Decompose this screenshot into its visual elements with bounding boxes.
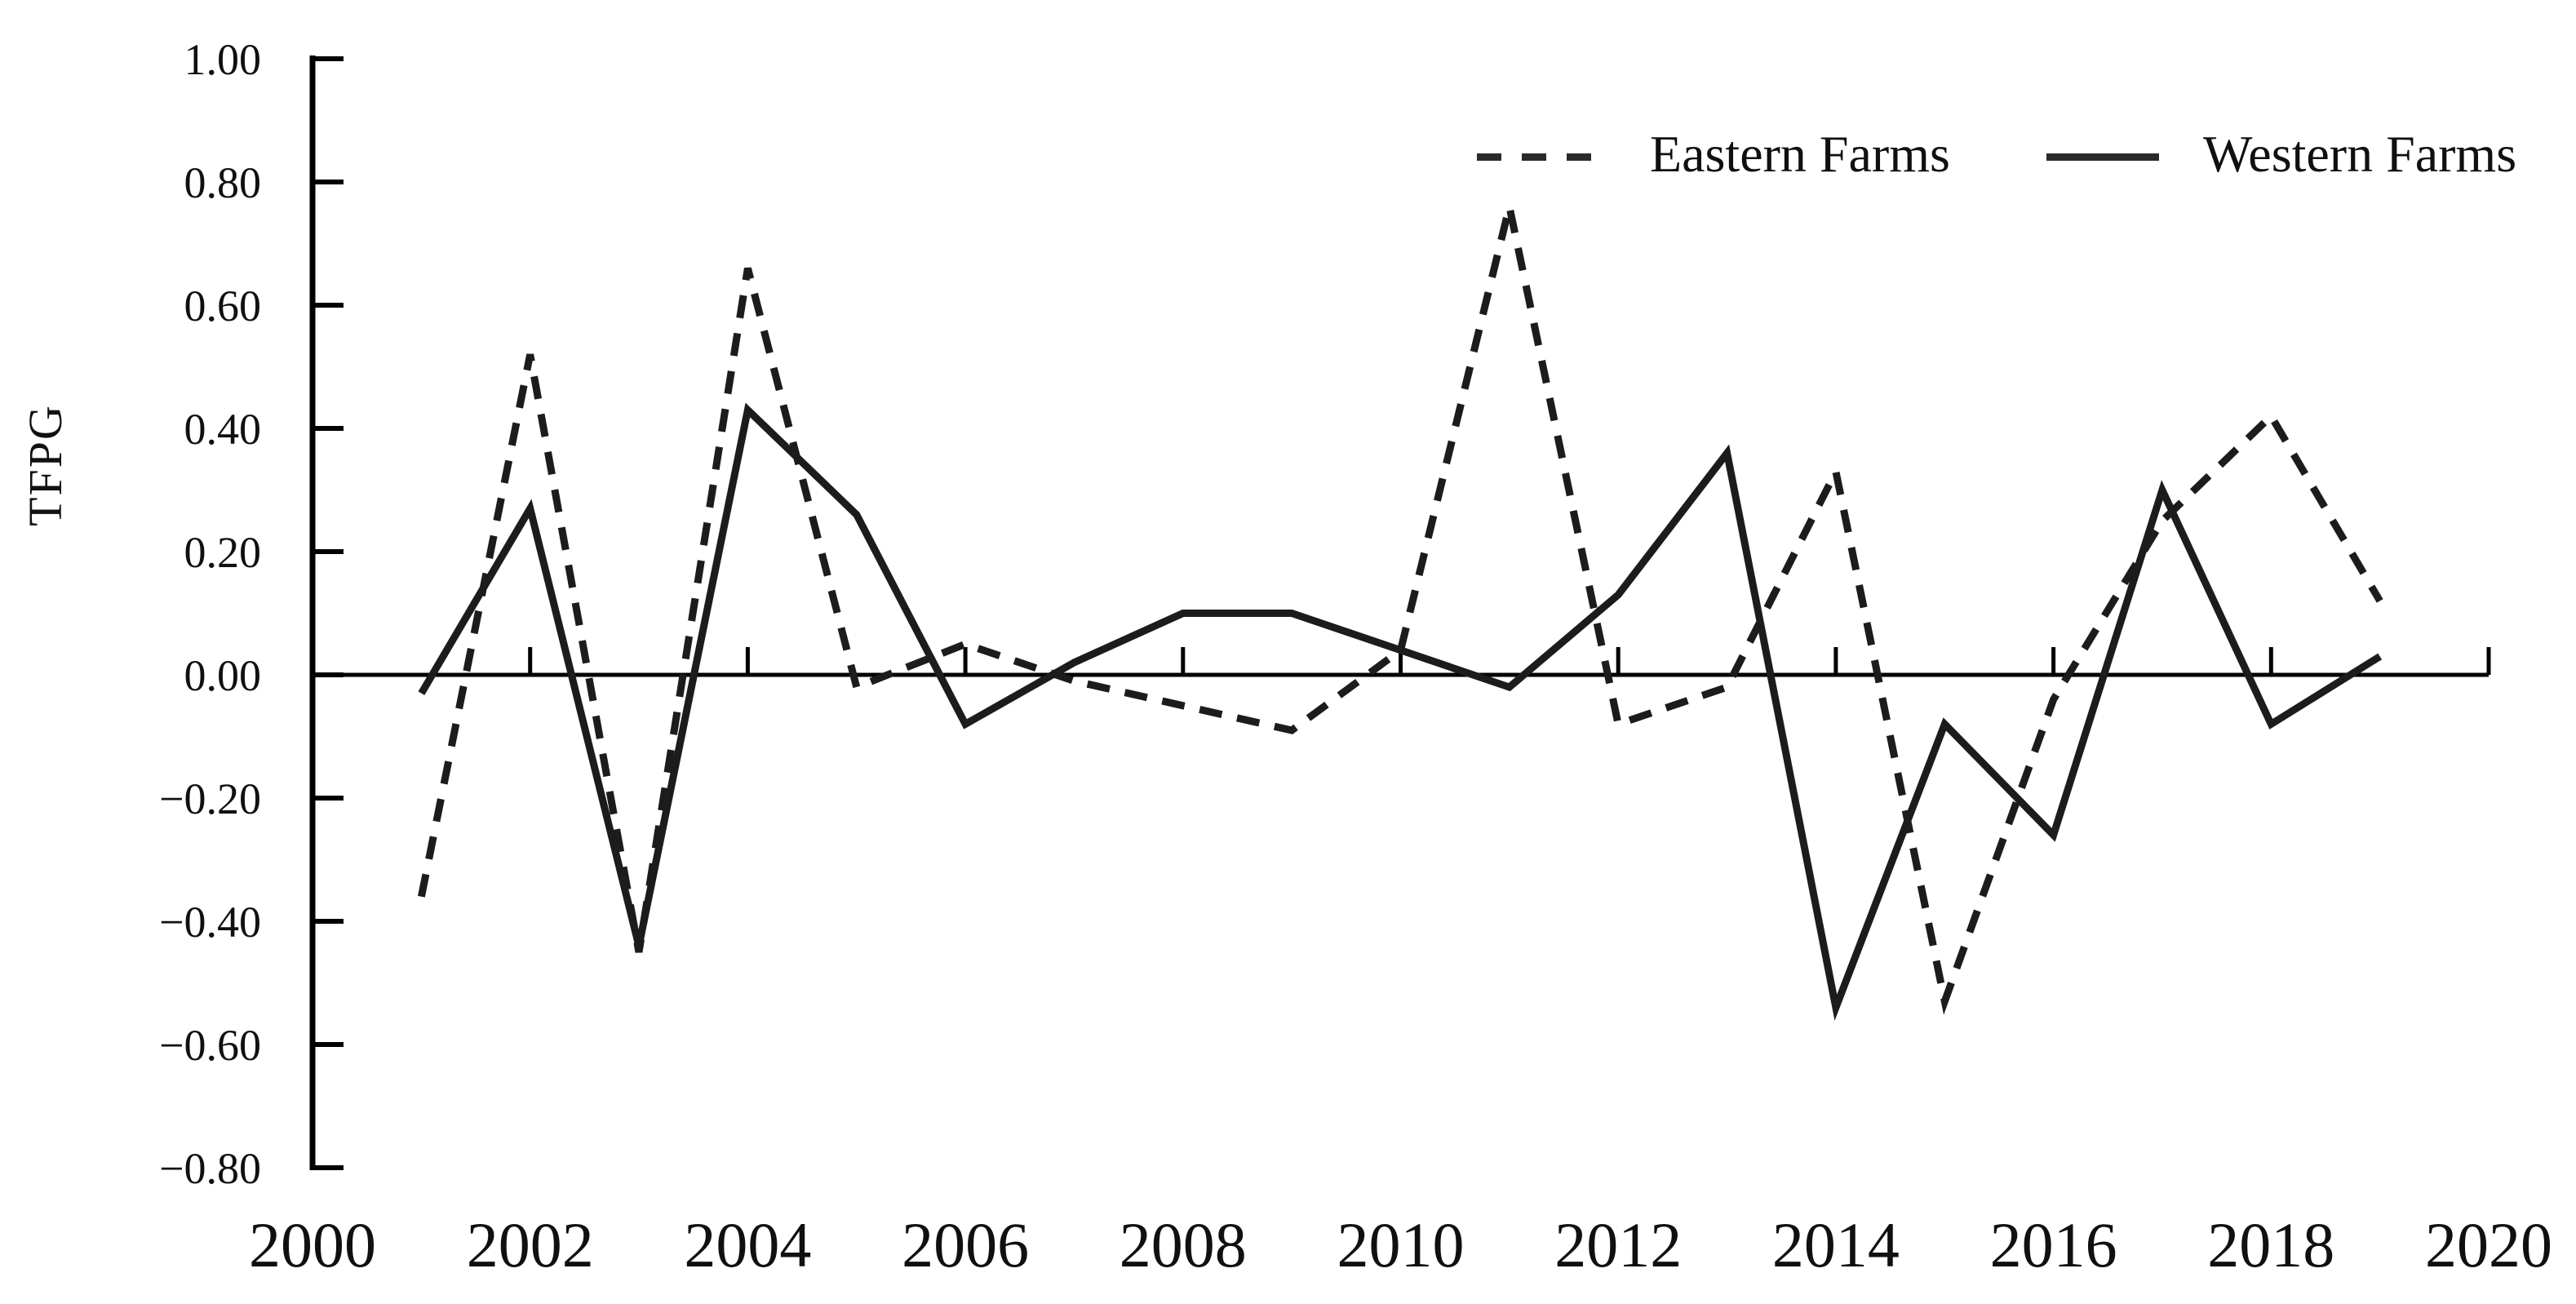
eastern-farms-line [417,206,2383,1015]
x-tick-label: 2012 [1554,1209,1682,1280]
western-farms-line [418,402,2383,1021]
y-tick-label: 0.80 [184,158,262,207]
y-tick-label: −0.40 [159,898,261,947]
y-tick-label: 1.00 [184,35,262,84]
y-tick-label: −0.60 [159,1021,261,1070]
x-tick-label: 2018 [2207,1209,2334,1280]
y-tick-label: 0.00 [184,651,262,700]
x-tick-label: 2020 [2425,1209,2552,1280]
x-tick-label: 2016 [1990,1209,2117,1280]
y-tick-label: 0.40 [184,405,262,454]
x-tick-label: 2002 [467,1209,594,1280]
x-tick-label: 2006 [902,1209,1029,1280]
y-tick-label: 0.60 [184,282,262,330]
x-tick-label: 2010 [1337,1209,1465,1280]
x-tick-label: 2004 [684,1209,811,1280]
x-tick-label: 2008 [1120,1209,1247,1280]
x-tick-label: 2000 [249,1209,376,1280]
y-tick-label: −0.80 [159,1144,261,1193]
y-tick-label: 0.20 [184,528,262,577]
x-tick-label: 2014 [1772,1209,1900,1280]
y-tick-label: −0.20 [159,774,261,823]
y-axis-title: TFPG [19,404,72,526]
